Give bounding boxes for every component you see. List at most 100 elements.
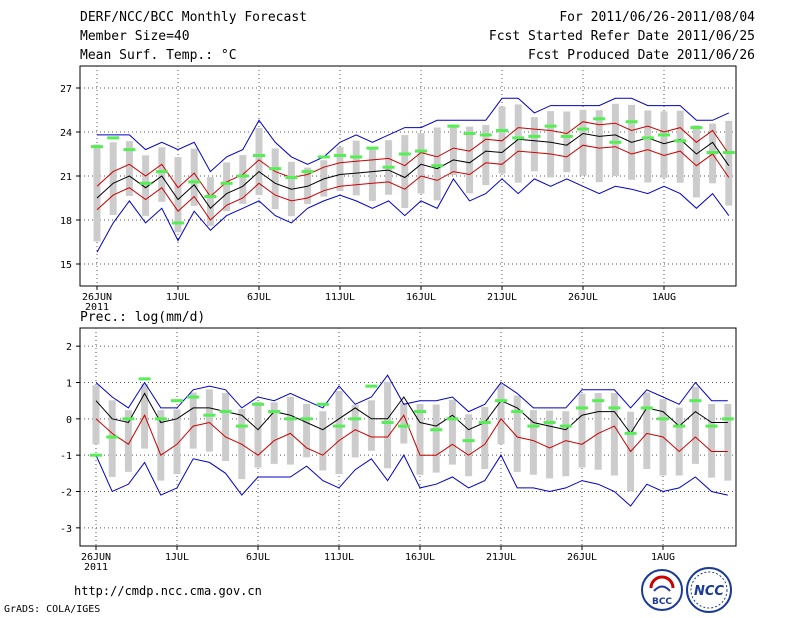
temp-observed-marker <box>253 153 265 157</box>
temp-spread-box <box>336 147 344 191</box>
temp-observed-marker <box>641 136 654 140</box>
prec-ytick-label: -3 <box>60 524 72 535</box>
prec-observed-marker <box>527 424 540 428</box>
variable-label: Mean Surf. Temp.: °C <box>80 48 237 63</box>
temp-observed-marker <box>139 181 152 185</box>
prec-observed-marker <box>122 417 135 421</box>
prec-max-line <box>95 374 728 413</box>
prec-min-line <box>95 454 728 507</box>
forecast-period: For 2011/06/26-2011/08/04 <box>559 10 755 25</box>
prec-spread-box <box>432 404 440 473</box>
prec-spread-box <box>562 411 570 477</box>
temp-spread-box <box>660 111 668 178</box>
prec-observed-marker <box>268 410 281 414</box>
prec-year-label: 2011 <box>84 562 108 573</box>
prec-observed-marker <box>576 406 588 410</box>
prec-observed-marker <box>430 428 443 432</box>
start-date: Fcst Started Refer Date 2011/06/25 <box>488 29 755 44</box>
temp-observed-marker <box>236 174 249 178</box>
prec-observed-marker <box>559 424 572 428</box>
temp-observed-marker <box>220 181 233 185</box>
temp-spread-box <box>142 155 150 216</box>
temp-spread-box <box>206 177 214 226</box>
temp-spread-box <box>223 162 231 212</box>
temp-spread-box <box>725 120 733 206</box>
temp-observed-marker <box>496 129 508 133</box>
temp-max-line <box>97 97 730 173</box>
temp-observed-marker <box>447 124 460 128</box>
temp-observed-marker <box>107 136 120 140</box>
prec-observed-marker <box>397 424 410 428</box>
prec-observed-marker <box>138 377 151 381</box>
temp-spread-box <box>482 124 490 186</box>
temp-observed-marker <box>91 145 103 149</box>
prec-spread-box <box>448 399 456 465</box>
prec-spread-box <box>173 409 181 475</box>
prec-xtick-label: 26JUN <box>81 552 111 563</box>
prec-ytick-label: -2 <box>60 488 72 499</box>
prec-ytick-label: 0 <box>66 415 72 426</box>
prec-spread-box <box>157 410 165 481</box>
temp-observed-marker <box>123 148 136 152</box>
website-url[interactable]: http://cmdp.ncc.cma.gov.cn <box>74 584 262 598</box>
prec-ytick-label: 1 <box>66 379 72 390</box>
temp-observed-marker <box>350 155 363 159</box>
prec-observed-marker <box>219 410 232 414</box>
prec-observed-marker <box>478 420 491 424</box>
prec-observed-marker <box>235 424 248 428</box>
prec-spread-box <box>578 393 586 468</box>
temp-ytick-label: 15 <box>60 260 72 271</box>
temp-spread-box <box>579 109 587 176</box>
prec-spread-box <box>497 385 505 445</box>
logos: BCC NCC <box>641 567 732 613</box>
temp-spread-box <box>109 142 117 216</box>
prec-observed-marker <box>106 435 119 439</box>
temp-observed-marker <box>317 155 330 159</box>
prec-observed-marker <box>608 406 621 410</box>
temp-xtick-label: 6JUL <box>247 292 271 303</box>
prec-xtick-label: 21JUL <box>486 552 516 563</box>
temp-xtick-label: 21JUL <box>487 292 517 303</box>
prec-spread-box <box>724 403 732 481</box>
temp-spread-box <box>563 111 571 173</box>
temp-xtick-label: 1JUL <box>166 292 190 303</box>
temp-lower-line <box>96 144 730 221</box>
prec-spread-box <box>189 392 197 449</box>
temp-spread-box <box>547 111 555 178</box>
prec-observed-marker <box>349 417 362 421</box>
temp-observed-marker <box>593 117 606 121</box>
temp-spread-box <box>676 110 684 183</box>
temp-observed-marker <box>285 175 298 179</box>
prec-spread-box <box>335 391 343 475</box>
prec-spread-box <box>643 392 651 469</box>
prec-spread-box <box>319 411 327 471</box>
prec-spread-box <box>92 385 100 445</box>
temp-observed-marker <box>334 153 346 157</box>
temp-observed-marker <box>560 134 573 138</box>
prec-spread-box <box>529 410 537 475</box>
prec-spread-box <box>513 395 521 472</box>
ncc-logo-text: NCC <box>694 584 724 599</box>
temp-observed-marker <box>301 170 314 174</box>
temp-spread-box <box>401 135 409 208</box>
prec-spread-box <box>675 407 683 476</box>
temp-xtick-label: 16JUL <box>406 292 436 303</box>
temp-spread-box <box>530 117 538 172</box>
temp-observed-marker <box>155 170 168 174</box>
precip-label: Prec.: log(mm/d) <box>80 310 206 325</box>
prec-observed-marker <box>414 410 426 414</box>
prec-ytick-label: -1 <box>60 451 72 462</box>
prec-observed-marker <box>187 395 200 399</box>
temp-observed-marker <box>609 140 622 144</box>
prec-observed-marker <box>511 410 524 414</box>
prec-spread-box <box>254 401 262 468</box>
temp-spread-box <box>498 106 506 174</box>
forecast-title: DERF/NCC/BCC Monthly Forecast <box>80 10 307 25</box>
temp-min-line <box>96 177 730 253</box>
prec-spread-box <box>610 393 618 476</box>
temp-observed-marker <box>269 167 282 171</box>
temp-observed-marker <box>431 164 444 168</box>
prec-spread-box <box>708 403 716 478</box>
prec-spread-box <box>270 402 278 464</box>
prec-observed-marker <box>252 402 264 406</box>
